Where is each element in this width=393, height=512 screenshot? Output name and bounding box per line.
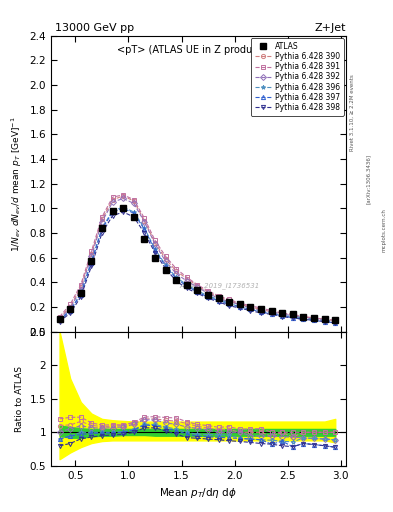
X-axis label: Mean $p_T$/d$\eta$ d$\phi$: Mean $p_T$/d$\eta$ d$\phi$ <box>160 486 237 500</box>
Text: [arXiv:1306.3436]: [arXiv:1306.3436] <box>365 154 371 204</box>
Legend: ATLAS, Pythia 6.428 390, Pythia 6.428 391, Pythia 6.428 392, Pythia 6.428 396, P: ATLAS, Pythia 6.428 390, Pythia 6.428 39… <box>251 38 343 116</box>
Text: ATLAS_2019_I1736531: ATLAS_2019_I1736531 <box>179 282 259 289</box>
Text: mcplots.cern.ch: mcplots.cern.ch <box>381 208 386 252</box>
Y-axis label: $1/N_{ev}$ $dN_{ev}/d$ mean $p_T$ [GeV]$^{-1}$: $1/N_{ev}$ $dN_{ev}/d$ mean $p_T$ [GeV]$… <box>10 116 24 251</box>
Text: Z+Jet: Z+Jet <box>314 23 346 33</box>
Text: Rivet 3.1.10, ≥ 2.2M events: Rivet 3.1.10, ≥ 2.2M events <box>350 74 355 151</box>
Text: 13000 GeV pp: 13000 GeV pp <box>55 23 134 33</box>
Y-axis label: Ratio to ATLAS: Ratio to ATLAS <box>15 366 24 432</box>
Text: <pT> (ATLAS UE in Z production): <pT> (ATLAS UE in Z production) <box>117 45 280 55</box>
